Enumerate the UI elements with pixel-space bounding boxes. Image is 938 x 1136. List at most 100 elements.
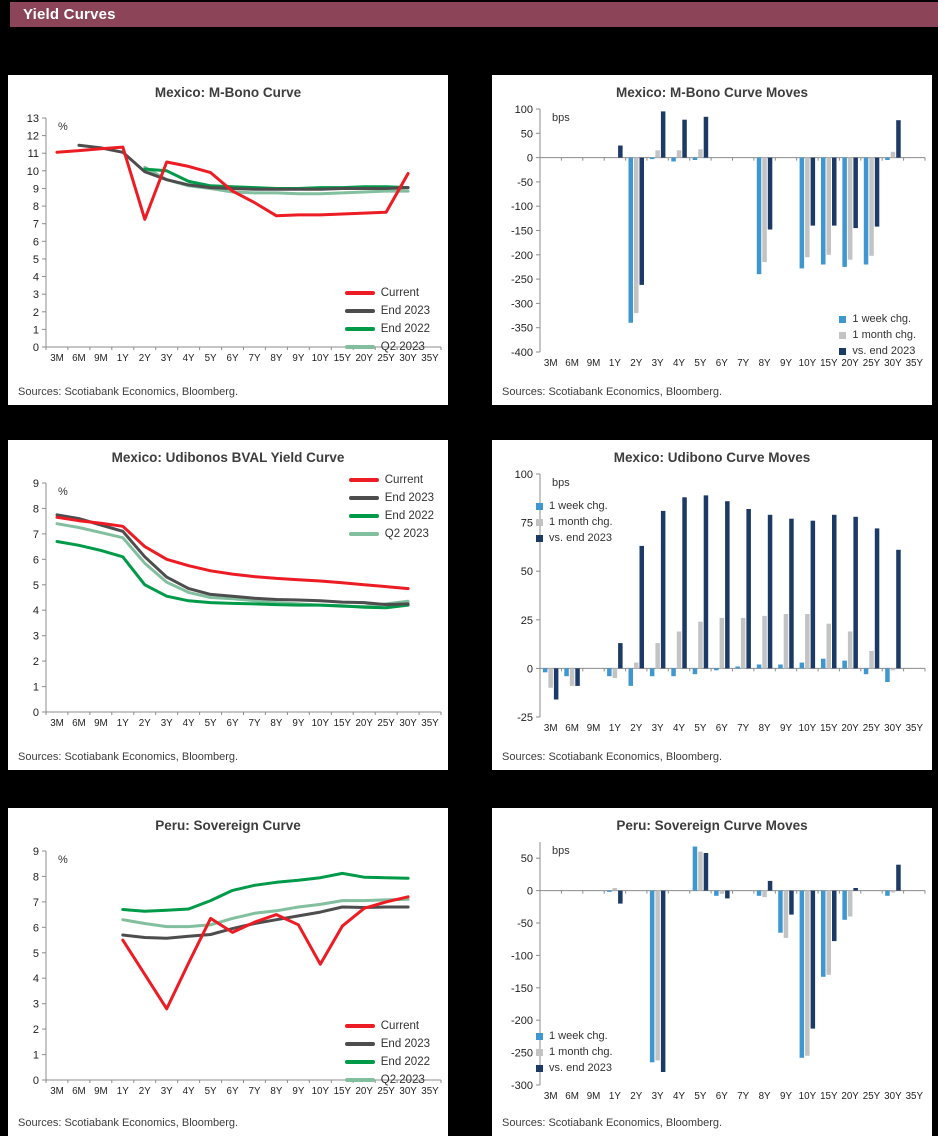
chart-legend: 1 week chg. 1 month chg. vs. end 2023 [839, 313, 916, 361]
legend-label: End 2023 [380, 305, 430, 317]
svg-text:9M: 9M [587, 723, 601, 734]
legend-item: Q2 2023 [348, 528, 434, 540]
svg-text:9Y: 9Y [780, 1091, 792, 1102]
svg-text:7: 7 [33, 897, 39, 909]
svg-text:25: 25 [521, 615, 533, 627]
svg-text:8Y: 8Y [270, 718, 282, 729]
legend-item: Current [344, 1020, 430, 1032]
legend-label: End 2022 [384, 510, 434, 522]
svg-text:0: 0 [33, 1075, 39, 1087]
svg-text:2Y: 2Y [630, 723, 642, 734]
svg-text:35Y: 35Y [421, 718, 439, 729]
svg-text:2: 2 [33, 656, 39, 668]
legend-label: vs. end 2023 [549, 532, 612, 544]
svg-text:3M: 3M [544, 358, 558, 369]
svg-text:9: 9 [33, 846, 39, 858]
svg-text:1: 1 [33, 324, 39, 336]
svg-text:100: 100 [515, 469, 533, 481]
svg-text:9M: 9M [587, 358, 601, 369]
svg-text:30Y: 30Y [399, 718, 417, 729]
svg-text:6M: 6M [72, 1086, 86, 1097]
legend-swatch [536, 1048, 543, 1056]
svg-text:1: 1 [33, 1050, 39, 1062]
svg-text:8Y: 8Y [270, 1086, 282, 1097]
chart-legend: Current End 2023 End 2022 Q2 2023 [348, 474, 434, 546]
svg-text:6M: 6M [565, 723, 579, 734]
svg-text:4: 4 [33, 973, 39, 985]
legend-label: Q2 2023 [380, 1074, 425, 1086]
legend-swatch [344, 1042, 375, 1046]
svg-text:20Y: 20Y [355, 718, 373, 729]
svg-text:6Y: 6Y [227, 353, 239, 364]
svg-text:8Y: 8Y [759, 1091, 771, 1102]
svg-text:7: 7 [33, 219, 39, 231]
svg-text:6: 6 [33, 236, 39, 248]
chart-panel-peru-curve: Peru: Sovereign Curve 0 1 2 3 4 5 6 7 8 9 3M 6M 9M 1Y… [8, 808, 448, 1136]
svg-text:20Y: 20Y [841, 358, 859, 369]
svg-text:2: 2 [33, 307, 39, 319]
svg-text:3: 3 [33, 999, 39, 1011]
svg-text:75: 75 [521, 518, 533, 530]
svg-text:4Y: 4Y [673, 723, 685, 734]
svg-text:3Y: 3Y [652, 723, 664, 734]
svg-text:-400: -400 [511, 347, 533, 359]
legend-item: vs. end 2023 [839, 345, 916, 357]
svg-text:25Y: 25Y [863, 1091, 881, 1102]
svg-text:6: 6 [33, 922, 39, 934]
chart-title: Mexico: Udibonos BVAL Yield Curve [111, 450, 345, 465]
legend-item: Current [348, 474, 434, 486]
svg-text:-350: -350 [511, 323, 533, 335]
legend-swatch [348, 496, 379, 500]
svg-text:1Y: 1Y [609, 723, 621, 734]
legend-label: vs. end 2023 [852, 345, 916, 357]
svg-text:9M: 9M [94, 718, 108, 729]
svg-text:7: 7 [33, 529, 39, 541]
udibono-moves-plot: -25 0 25 50 75 100 3M 6M 9M 1Y 2Y 3Y 4Y 5Y 6Y 7Y 8Y 9Y 10Y… [515, 469, 926, 734]
svg-text:10Y: 10Y [799, 723, 817, 734]
legend-label: vs. end 2023 [549, 1062, 612, 1074]
svg-text:50: 50 [521, 566, 533, 578]
svg-text:9: 9 [33, 478, 39, 490]
svg-text:bps: bps [552, 845, 570, 857]
svg-text:-200: -200 [511, 250, 533, 262]
svg-text:30Y: 30Y [399, 353, 417, 364]
legend-item: 1 month chg. [536, 1046, 613, 1058]
svg-text:3M: 3M [50, 718, 64, 729]
svg-text:3: 3 [33, 631, 39, 643]
svg-text:2Y: 2Y [139, 1086, 151, 1097]
svg-text:6: 6 [33, 554, 39, 566]
svg-text:1: 1 [33, 682, 39, 694]
svg-text:6Y: 6Y [716, 1091, 728, 1102]
legend-item: End 2023 [344, 305, 430, 317]
svg-text:-50: -50 [517, 918, 533, 930]
svg-text:30Y: 30Y [399, 1086, 417, 1097]
svg-text:25Y: 25Y [863, 358, 881, 369]
svg-text:6Y: 6Y [227, 718, 239, 729]
svg-text:7Y: 7Y [737, 723, 749, 734]
svg-text:1Y: 1Y [117, 718, 129, 729]
svg-text:%: % [58, 854, 68, 866]
legend-item: End 2022 [344, 323, 430, 335]
chart-legend: Current End 2023 End 2022 Q2 2023 [344, 1020, 430, 1092]
svg-text:11: 11 [28, 148, 39, 160]
legend-label: Q2 2023 [380, 341, 425, 353]
svg-text:5Y: 5Y [205, 353, 217, 364]
section-title: Yield Curves [23, 6, 116, 23]
svg-text:-150: -150 [511, 226, 533, 238]
sources-note: Sources: Scotiabank Economics, Bloomberg… [18, 1117, 239, 1129]
svg-text:0: 0 [527, 153, 533, 165]
svg-text:25Y: 25Y [377, 718, 395, 729]
svg-text:9M: 9M [94, 353, 108, 364]
svg-text:15Y: 15Y [820, 1091, 838, 1102]
legend-swatch [839, 331, 847, 339]
svg-text:%: % [58, 486, 68, 498]
svg-text:15Y: 15Y [334, 1086, 352, 1097]
svg-text:10Y: 10Y [312, 1086, 330, 1097]
sources-note: Sources: Scotiabank Economics, Bloomberg… [502, 386, 723, 398]
legend-label: Q2 2023 [384, 528, 429, 540]
svg-text:4: 4 [33, 272, 39, 284]
svg-text:3Y: 3Y [161, 353, 173, 364]
svg-text:8Y: 8Y [759, 358, 771, 369]
svg-text:-100: -100 [511, 950, 533, 962]
